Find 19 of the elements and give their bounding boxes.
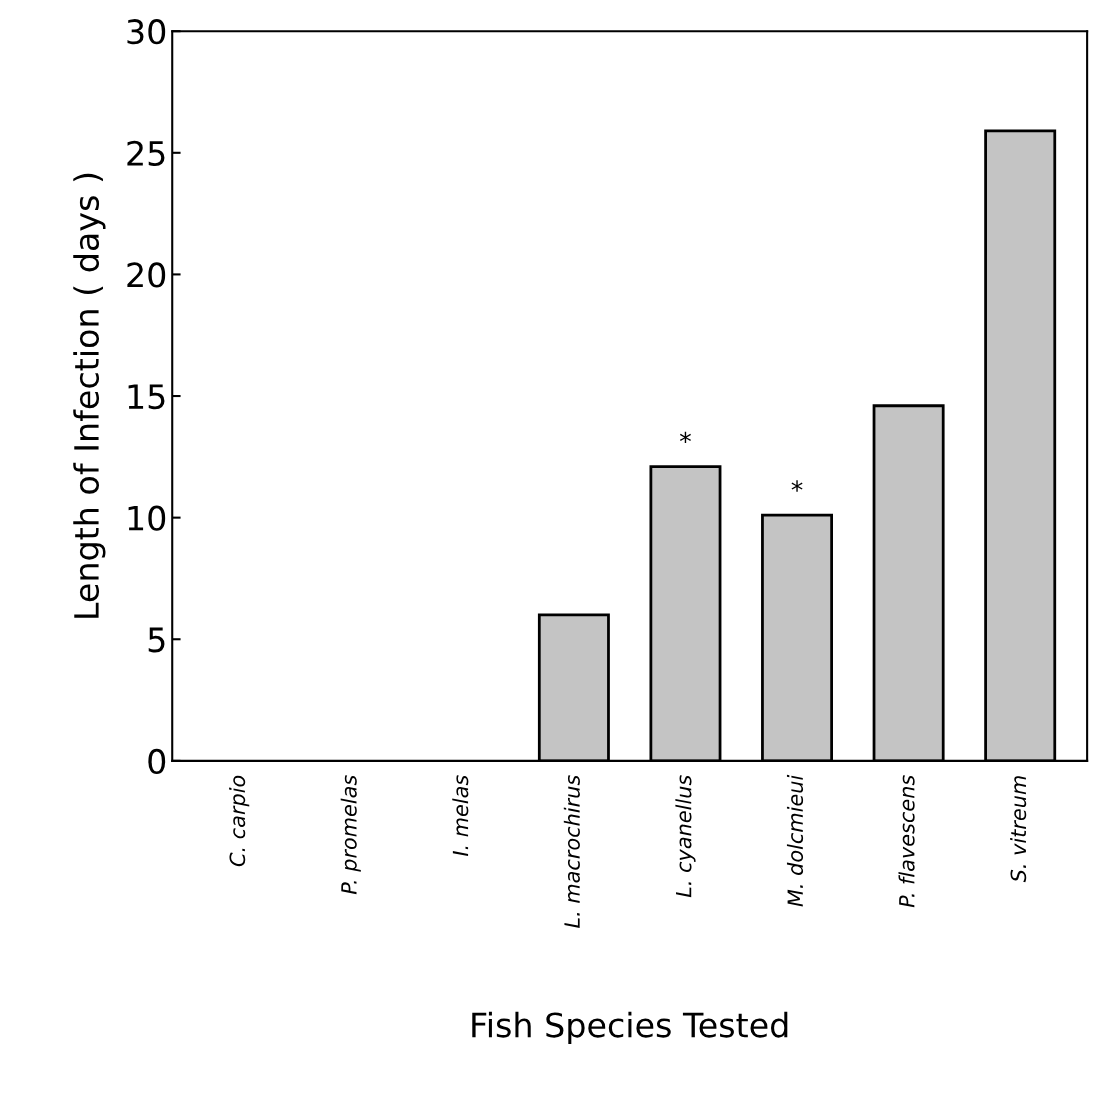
x-axis-title: Fish Species Tested <box>472 1011 788 1045</box>
x-tick-label: L. cyanellus <box>675 775 696 898</box>
y-tick-label: 10 <box>128 505 166 531</box>
x-tick-label: P. promelas <box>340 775 361 895</box>
y-tick-label: 0 <box>148 748 166 774</box>
y-axis-title: Length of Infection ( days ) <box>73 173 106 618</box>
y-tick-label: 25 <box>127 140 165 166</box>
x-tick-label: P. flavescens <box>898 775 915 908</box>
y-tick-label: 30 <box>127 19 166 45</box>
annotation: * <box>791 480 803 492</box>
x-tick-label: M. dolcmieui <box>786 774 804 907</box>
x-tick-label: L. macrochirus <box>563 775 580 928</box>
y-tick-label: 20 <box>127 262 166 288</box>
y-tick-label: 15 <box>128 384 165 410</box>
y-tick-label: 5 <box>148 627 165 653</box>
x-tick-label: C. carpio <box>229 775 250 867</box>
x-tick-label: I. melas <box>452 775 469 857</box>
x-tick-label: S. vitreum <box>1010 776 1027 883</box>
annotation: * <box>679 431 691 444</box>
